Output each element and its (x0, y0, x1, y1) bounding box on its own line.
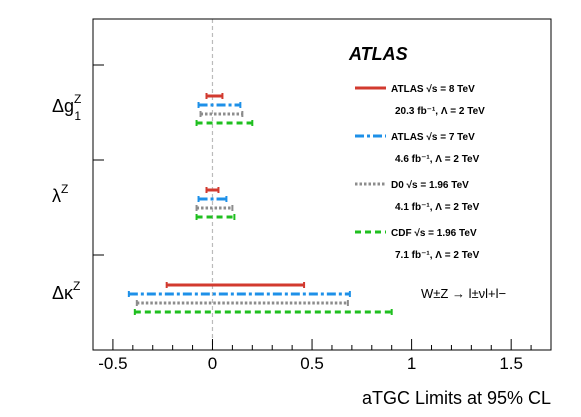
legend-label-line2: 4.6 fb⁻¹, Λ = 2 TeV (395, 154, 480, 165)
legend-label-line1: CDF √s = 1.96 TeV (391, 228, 477, 239)
parameter-label-dkz: ΔκZ (52, 279, 80, 303)
x-tick-label: 1.5 (499, 354, 523, 373)
axes: -0.5 0 0.5 1 1.5 ΔgZ 1 λZ ΔκZ (52, 64, 552, 373)
x-tick-label: -0.5 (98, 354, 127, 373)
legend-label-line1: ATLAS √s = 7 TeV (391, 132, 475, 143)
parameter-label-dg1z: ΔgZ 1 (52, 92, 81, 123)
legend: ATLAS √s = 8 TeV 20.3 fb⁻¹, Λ = 2 TeV ATLA… (355, 84, 485, 261)
x-tick-label: 1 (407, 354, 416, 373)
plot-frame (92, 18, 552, 351)
experiment-label: ATLAS (348, 44, 408, 64)
x-axis-label: aTGC Limits at 95% CL (362, 388, 551, 408)
interval-series (127, 93, 393, 315)
legend-label-line1: D0 √s = 1.96 TeV (391, 180, 469, 191)
legend-label-line2: 20.3 fb⁻¹, Λ = 2 TeV (395, 106, 485, 117)
parameter-label-lz: λZ (52, 182, 68, 206)
legend-label-line2: 7.1 fb⁻¹, Λ = 2 TeV (395, 250, 480, 261)
process-label: W±Z → l±νl+l− (421, 286, 506, 301)
x-tick-label: 0 (208, 354, 217, 373)
legend-label-line1: ATLAS √s = 8 TeV (391, 84, 475, 95)
x-tick-label: 0.5 (300, 354, 324, 373)
legend-label-line2: 4.1 fb⁻¹, Λ = 2 TeV (395, 202, 480, 213)
